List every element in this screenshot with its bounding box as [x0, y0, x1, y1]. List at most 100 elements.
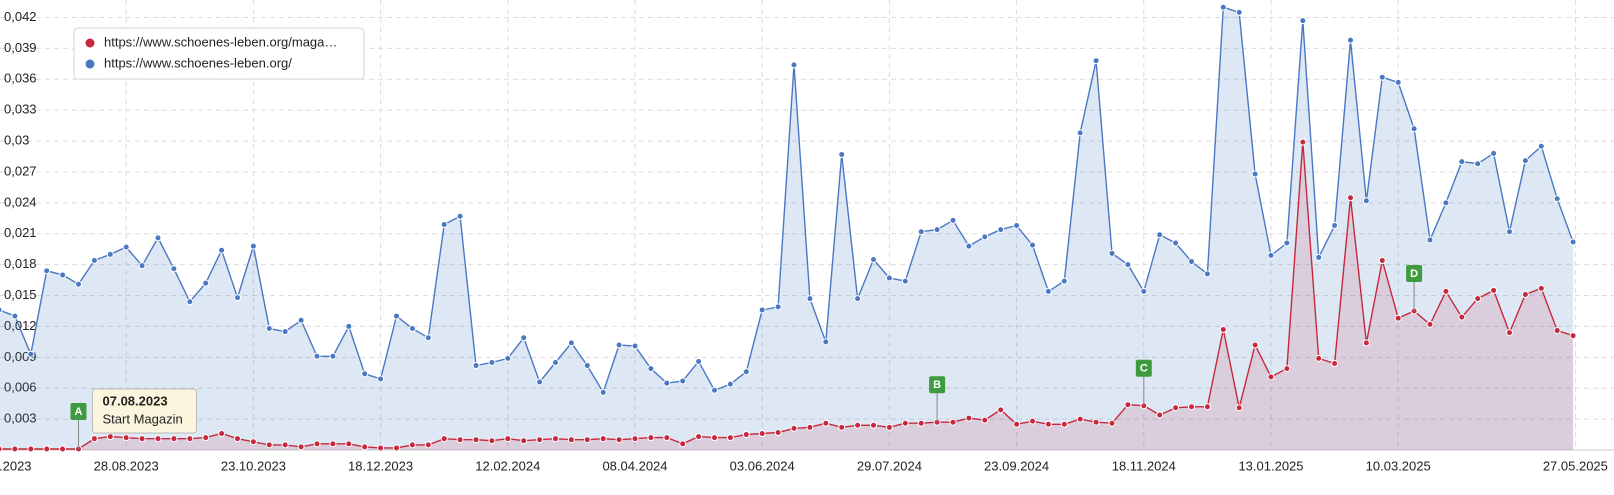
data-point	[1362, 339, 1370, 347]
y-tick-label: 0,042	[4, 9, 37, 24]
x-tick-label: 27.05.2025	[1543, 458, 1608, 473]
y-tick-label: 0,033	[4, 102, 37, 117]
data-point	[1315, 354, 1323, 362]
data-point	[901, 419, 909, 427]
y-tick-label: 0,036	[4, 71, 37, 86]
data-point	[393, 444, 400, 452]
data-point	[218, 246, 226, 254]
data-point	[1331, 222, 1339, 230]
data-point	[1378, 73, 1386, 81]
data-point	[106, 250, 114, 258]
x-tick-label: 29.07.2024	[857, 458, 922, 473]
data-point	[154, 234, 162, 242]
data-point	[885, 274, 893, 282]
x-tick-label: 18.11.2024	[1112, 458, 1176, 473]
data-point	[758, 430, 766, 438]
y-tick-label: 0,018	[4, 256, 37, 271]
data-point	[838, 423, 846, 431]
data-point	[711, 434, 718, 442]
data-point	[1394, 314, 1402, 322]
series-line	[0, 142, 1574, 450]
annotation-label: B	[933, 379, 941, 391]
y-tick-label: 0,003	[4, 411, 37, 426]
data-point	[1283, 239, 1291, 247]
data-point	[393, 312, 400, 320]
data-point	[615, 341, 623, 349]
data-point	[583, 362, 591, 370]
x-tick-label: 13.01.2025	[1238, 458, 1303, 473]
data-point	[0, 445, 3, 453]
data-point	[313, 352, 321, 360]
data-point	[774, 428, 782, 436]
data-point	[424, 441, 432, 449]
data-point	[933, 226, 941, 234]
y-tick-label: 0,006	[4, 380, 37, 395]
data-point	[1203, 403, 1211, 411]
annotation-tooltip	[92, 388, 197, 434]
x-tick-label: 28.08.2023	[94, 458, 159, 473]
data-point	[1156, 411, 1164, 419]
data-point	[1108, 249, 1116, 257]
data-point	[1029, 241, 1036, 249]
annotation-label: D	[1410, 268, 1418, 280]
annotation-flag	[1135, 359, 1152, 377]
data-point	[234, 435, 241, 443]
data-point	[695, 357, 703, 365]
data-point	[1235, 404, 1243, 412]
data-point	[249, 438, 257, 446]
annotation-flag	[929, 376, 946, 394]
data-point	[1092, 57, 1100, 65]
data-point	[472, 362, 480, 370]
data-point	[345, 322, 353, 330]
data-point	[583, 436, 591, 444]
annotation-label: C	[1140, 363, 1148, 375]
data-point	[265, 441, 273, 449]
data-point	[567, 339, 575, 347]
data-point	[1506, 329, 1513, 337]
legend-marker	[85, 59, 95, 69]
data-point	[917, 419, 925, 427]
data-point	[218, 430, 226, 438]
annotation-title: 07.08.2023	[103, 393, 168, 408]
data-point	[90, 257, 98, 265]
data-point	[249, 242, 257, 250]
data-point	[186, 435, 194, 443]
data-point	[1029, 417, 1036, 425]
data-point	[854, 295, 862, 303]
data-point	[1060, 420, 1068, 428]
data-point	[75, 280, 82, 288]
data-point	[122, 434, 130, 442]
data-point	[949, 216, 957, 224]
data-point	[1283, 365, 1291, 373]
data-point	[59, 445, 67, 453]
data-point	[870, 421, 877, 429]
y-tick-label: 0,012	[4, 318, 37, 333]
x-tick-label: 23.10.2023	[221, 458, 286, 473]
data-point	[1378, 257, 1386, 265]
data-point	[965, 414, 973, 422]
data-point	[1124, 261, 1132, 269]
data-point	[1347, 36, 1354, 44]
data-point	[1013, 222, 1021, 230]
data-point	[1426, 236, 1434, 244]
data-point	[313, 440, 321, 448]
data-point	[1474, 295, 1482, 303]
data-point	[377, 375, 385, 383]
data-point	[202, 434, 210, 442]
data-point	[408, 324, 416, 332]
plot	[0, 3, 1577, 453]
data-point	[1331, 360, 1339, 368]
data-point	[1490, 286, 1498, 294]
series-line	[0, 6, 1574, 394]
series-area	[0, 7, 1574, 450]
data-point	[1044, 287, 1052, 295]
y-tick-label: 0,03	[4, 133, 29, 148]
y-tick-label: 0,021	[4, 225, 37, 240]
data-point	[1235, 8, 1243, 16]
data-point	[1013, 420, 1021, 428]
data-point	[1506, 228, 1513, 236]
data-point	[329, 440, 337, 448]
data-point	[377, 444, 385, 452]
data-point	[1172, 239, 1180, 247]
data-point	[679, 440, 687, 448]
